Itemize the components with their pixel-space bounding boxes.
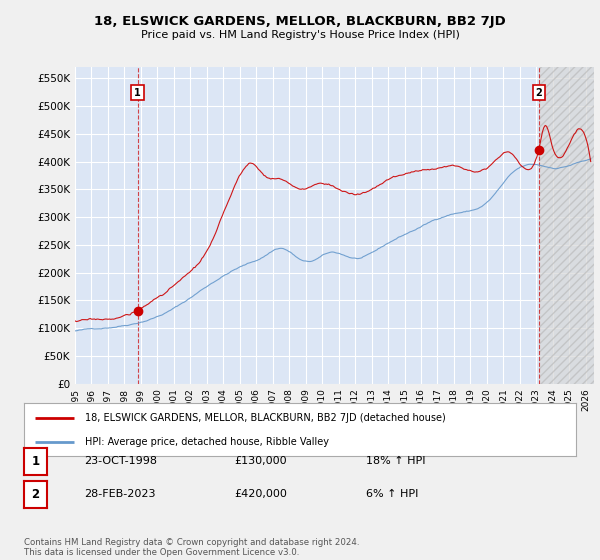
Text: £130,000: £130,000 [234,456,287,466]
Text: 6% ↑ HPI: 6% ↑ HPI [366,489,418,500]
Bar [539,67,594,384]
Text: 28-FEB-2023: 28-FEB-2023 [84,489,155,500]
Text: 1: 1 [134,87,141,97]
Text: HPI: Average price, detached house, Ribble Valley: HPI: Average price, detached house, Ribb… [85,437,329,447]
Text: £420,000: £420,000 [234,489,287,500]
Text: 23-OCT-1998: 23-OCT-1998 [84,456,157,466]
Text: 18, ELSWICK GARDENS, MELLOR, BLACKBURN, BB2 7JD: 18, ELSWICK GARDENS, MELLOR, BLACKBURN, … [94,15,506,28]
Text: 18, ELSWICK GARDENS, MELLOR, BLACKBURN, BB2 7JD (detached house): 18, ELSWICK GARDENS, MELLOR, BLACKBURN, … [85,413,445,423]
Text: Price paid vs. HM Land Registry's House Price Index (HPI): Price paid vs. HM Land Registry's House … [140,30,460,40]
Text: 1: 1 [31,455,40,468]
Text: 2: 2 [31,488,40,501]
Text: 2: 2 [536,87,542,97]
Text: Contains HM Land Registry data © Crown copyright and database right 2024.
This d: Contains HM Land Registry data © Crown c… [24,538,359,557]
Text: 18% ↑ HPI: 18% ↑ HPI [366,456,425,466]
